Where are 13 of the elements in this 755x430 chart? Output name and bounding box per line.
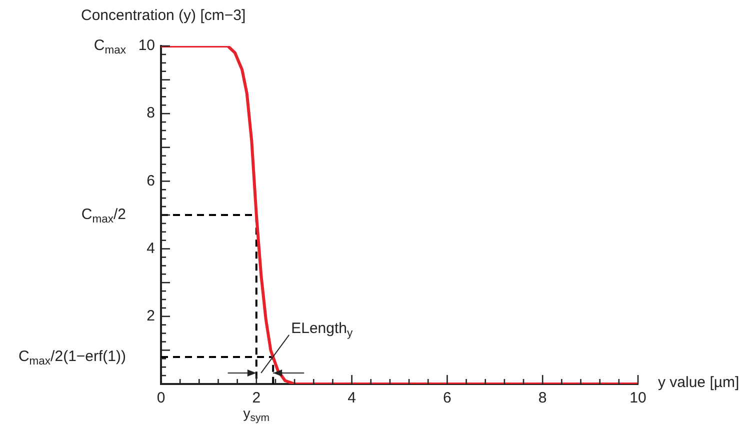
y-axis-title: Concentration (y) [cm−3] — [81, 7, 246, 24]
x-tick-label: 10 — [630, 390, 646, 407]
y-tick-label: 2 — [146, 308, 155, 325]
x-tick-label: 2 — [252, 390, 261, 407]
x-tick-label: 4 — [348, 390, 356, 407]
y-tick-label: 4 — [146, 240, 155, 257]
x-tick-label: 0 — [156, 390, 166, 407]
y-tick-label: 8 — [146, 104, 155, 122]
x-tick-label: 6 — [443, 390, 452, 407]
x-tick-label: 8 — [538, 390, 547, 407]
x-axis-title: y value [µm] — [658, 374, 740, 392]
y-tick-label: 10 — [138, 37, 155, 54]
y-tick-label: 6 — [146, 172, 155, 190]
